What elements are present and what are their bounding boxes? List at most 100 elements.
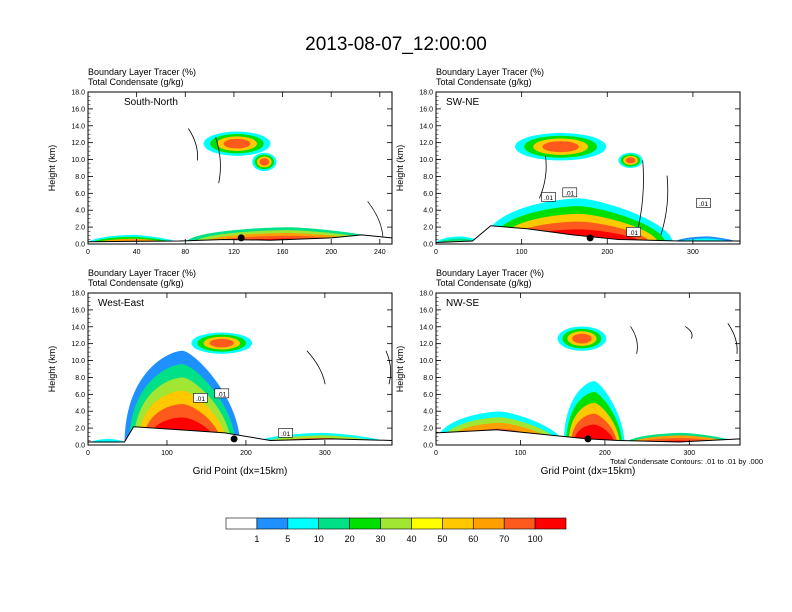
colorbar-label: 5 xyxy=(285,534,290,544)
y-axis-label: Height (km) xyxy=(47,346,57,393)
y-tick-label: 14.0 xyxy=(419,324,433,331)
y-tick-label: 4.0 xyxy=(75,409,85,416)
panel-sw-ne: Boundary Layer Tracer (%)Total Condensat… xyxy=(395,67,741,256)
y-tick-label: 6.0 xyxy=(75,392,85,399)
y-tick-label: 12.0 xyxy=(419,341,433,348)
x-tick-label: 300 xyxy=(319,450,331,457)
condensate-contour xyxy=(306,350,326,385)
contour-label-box xyxy=(214,388,230,399)
tracer-cell xyxy=(209,338,234,348)
terrain xyxy=(88,426,392,445)
colorbar-swatch xyxy=(472,517,505,530)
colorbar-label: 40 xyxy=(406,534,416,544)
colorbar-swatch xyxy=(503,517,536,530)
condensate-contour xyxy=(727,323,738,354)
colorbar-label: 60 xyxy=(468,534,478,544)
y-tick-label: 8.0 xyxy=(423,375,433,382)
y-tick-label: 0.0 xyxy=(423,242,433,249)
y-tick-label: 12.0 xyxy=(419,140,433,147)
contour-label: .01 xyxy=(544,195,553,202)
colorbar-swatch xyxy=(318,517,350,530)
y-tick-label: 18.0 xyxy=(71,90,85,97)
contour-label-box xyxy=(193,393,208,403)
x-tick-label: 80 xyxy=(181,249,189,256)
tracer-cell xyxy=(625,157,636,164)
panel-title-tracer: Boundary Layer Tracer (%) xyxy=(88,67,196,77)
x-tick-label: 300 xyxy=(687,249,699,256)
x-tick-label: 120 xyxy=(228,249,240,256)
contour-label: .01 xyxy=(629,230,638,237)
y-tick-label: 2.0 xyxy=(423,225,433,232)
tracer-cell xyxy=(572,333,592,344)
terrain xyxy=(88,234,392,244)
condensate-contour xyxy=(685,326,693,339)
colorbar-swatch xyxy=(287,517,320,530)
panel-title-condensate: Total Condensate (g/kg) xyxy=(436,278,532,288)
y-tick-label: 6.0 xyxy=(75,191,85,198)
colorbar-label: 100 xyxy=(528,534,543,544)
x-tick-label: 100 xyxy=(516,249,528,256)
contour-label: .01 xyxy=(217,391,226,398)
y-axis-label: Height (km) xyxy=(47,145,57,192)
condensate-contour xyxy=(215,137,221,184)
y-tick-label: 10.0 xyxy=(71,157,85,164)
x-tick-label: 200 xyxy=(240,450,252,457)
plot-frame xyxy=(87,91,393,245)
contour-label: .01 xyxy=(281,431,290,438)
contour-label-box xyxy=(562,187,578,198)
colorbar-swatch xyxy=(442,517,474,530)
tracer-cell xyxy=(223,138,251,149)
colorbar-swatch xyxy=(380,517,412,530)
condensate-contour xyxy=(660,175,669,235)
tracer-cell xyxy=(259,158,270,166)
panel-title-condensate: Total Condensate (g/kg) xyxy=(88,278,184,288)
colorbar-swatch xyxy=(411,517,443,530)
y-tick-label: 10.0 xyxy=(71,358,85,365)
y-tick-label: 16.0 xyxy=(419,307,433,314)
y-axis-label: Height (km) xyxy=(395,145,405,192)
tracer-field xyxy=(88,332,392,445)
y-tick-label: 18.0 xyxy=(419,90,433,97)
colorbar-label: 30 xyxy=(376,534,386,544)
x-tick-label: 0 xyxy=(434,249,438,256)
x-tick-label: 100 xyxy=(515,450,527,457)
y-tick-label: 2.0 xyxy=(75,426,85,433)
colorbar-swatch xyxy=(225,517,258,530)
x-tick-label: 100 xyxy=(161,450,173,457)
condensate-contour xyxy=(187,128,199,161)
y-tick-label: 6.0 xyxy=(423,392,433,399)
panel-title-condensate: Total Condensate (g/kg) xyxy=(88,77,184,87)
y-tick-label: 14.0 xyxy=(71,324,85,331)
colorbar-swatch xyxy=(534,517,567,530)
x-tick-label: 240 xyxy=(374,249,386,256)
y-tick-label: 0.0 xyxy=(75,443,85,450)
panel-title-tracer: Boundary Layer Tracer (%) xyxy=(436,67,544,77)
panel-label: West-East xyxy=(98,298,144,309)
y-tick-label: 8.0 xyxy=(75,375,85,382)
y-axis-label: Height (km) xyxy=(395,346,405,393)
y-tick-label: 14.0 xyxy=(71,123,85,130)
tracer-cell xyxy=(542,141,579,153)
terrain xyxy=(436,225,740,244)
y-tick-label: 10.0 xyxy=(419,157,433,164)
x-axis-label: Grid Point (dx=15km) xyxy=(541,466,636,477)
y-tick-label: 10.0 xyxy=(419,358,433,365)
y-tick-label: 16.0 xyxy=(419,106,433,113)
x-tick-label: 0 xyxy=(434,450,438,457)
x-tick-label: 200 xyxy=(325,249,337,256)
contour-label: .01 xyxy=(565,190,574,197)
contour-label-box xyxy=(696,198,711,208)
location-marker xyxy=(586,234,594,242)
tracer-field xyxy=(436,323,740,445)
x-tick-label: 200 xyxy=(599,450,611,457)
colorbar-swatch xyxy=(349,517,381,530)
condensate-contour xyxy=(538,155,547,199)
y-tick-label: 6.0 xyxy=(423,191,433,198)
x-tick-label: 300 xyxy=(683,450,695,457)
tracer-field xyxy=(88,128,392,244)
x-axis-label: Grid Point (dx=15km) xyxy=(193,466,288,477)
panel-label: NW-SE xyxy=(446,298,479,309)
y-tick-label: 18.0 xyxy=(419,291,433,298)
colorbar-label: 70 xyxy=(499,534,509,544)
y-tick-label: 16.0 xyxy=(71,307,85,314)
